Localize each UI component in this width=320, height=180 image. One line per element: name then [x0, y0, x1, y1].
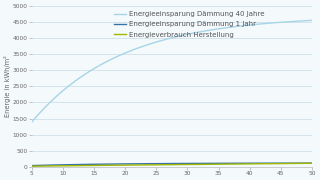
Energieeinsparung Dämmung 1 Jahr — [310, 162, 314, 164]
Energieeinsparung Dämmung 40 Jahre — [163, 39, 167, 41]
Energieverbrauch Herstellung — [163, 164, 167, 166]
Line: Energieverbrauch Herstellung: Energieverbrauch Herstellung — [32, 163, 312, 166]
Energieeinsparung Dämmung 40 Jahre — [260, 23, 263, 25]
Energieverbrauch Herstellung — [165, 164, 169, 166]
Energieeinsparung Dämmung 40 Jahre — [165, 38, 169, 40]
Energieeinsparung Dämmung 40 Jahre — [30, 121, 34, 123]
Energieeinsparung Dämmung 1 Jahr — [30, 165, 34, 167]
Energieverbrauch Herstellung — [197, 163, 201, 165]
Energieeinsparung Dämmung 1 Jahr — [163, 163, 167, 165]
Energieeinsparung Dämmung 40 Jahre — [310, 19, 314, 21]
Energieeinsparung Dämmung 1 Jahr — [181, 162, 185, 165]
Energieverbrauch Herstellung — [181, 163, 185, 166]
Energieverbrauch Herstellung — [310, 162, 314, 164]
Line: Energieeinsparung Dämmung 40 Jahre: Energieeinsparung Dämmung 40 Jahre — [32, 20, 312, 122]
Y-axis label: Energie in kWh/m²: Energie in kWh/m² — [4, 55, 11, 117]
Energieeinsparung Dämmung 40 Jahre — [197, 31, 201, 33]
Energieeinsparung Dämmung 1 Jahr — [197, 162, 201, 165]
Energieverbrauch Herstellung — [303, 162, 307, 164]
Energieverbrauch Herstellung — [260, 163, 263, 165]
Energieeinsparung Dämmung 1 Jahr — [303, 162, 307, 164]
Energieverbrauch Herstellung — [30, 165, 34, 167]
Line: Energieeinsparung Dämmung 1 Jahr: Energieeinsparung Dämmung 1 Jahr — [32, 163, 312, 166]
Energieeinsparung Dämmung 40 Jahre — [181, 34, 185, 36]
Legend: Energieeinsparung Dämmung 40 Jahre, Energieeinsparung Dämmung 1 Jahr, Energiever: Energieeinsparung Dämmung 40 Jahre, Ener… — [114, 11, 264, 38]
Energieeinsparung Dämmung 1 Jahr — [165, 163, 169, 165]
Energieeinsparung Dämmung 1 Jahr — [260, 162, 263, 164]
Energieeinsparung Dämmung 40 Jahre — [303, 20, 307, 22]
